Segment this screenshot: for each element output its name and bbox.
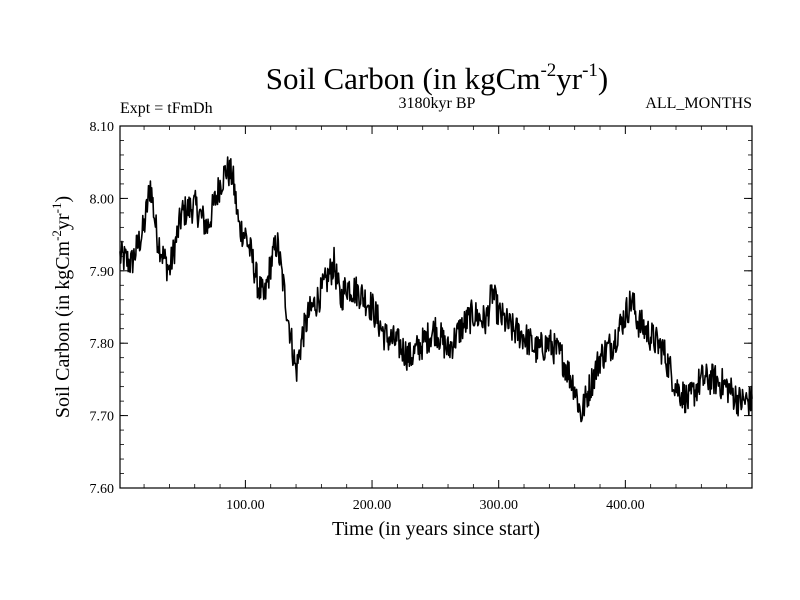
axis-ticks: 7.60 7.70 7.80 7.90 8.00 8.10 100.00 200.00 300.… xyxy=(90,120,752,513)
y-tick-label: 8.10 xyxy=(90,120,115,135)
expt-label: Expt = tFmDh xyxy=(120,100,213,117)
y-tick-label: 7.70 xyxy=(90,410,115,425)
chart-title: Soil Carbon (in kgCm-2yr-1) xyxy=(266,60,609,96)
y-tick-label: 8.00 xyxy=(90,192,115,207)
y-axis-label: Soil Carbon (in kgCm-2yr-1) xyxy=(49,196,74,418)
months-label: ALL_MONTHS xyxy=(645,95,752,112)
x-axis-label: Time (in years since start) xyxy=(332,518,540,540)
y-tick-label: 7.90 xyxy=(90,265,115,280)
x-tick-label: 100.00 xyxy=(226,498,265,513)
period-label: 3180kyr BP xyxy=(399,95,476,112)
y-tick-label: 7.60 xyxy=(90,482,115,497)
x-tick-label: 400.00 xyxy=(606,498,645,513)
series-line-soil-carbon xyxy=(119,156,753,423)
y-tick-label: 7.80 xyxy=(90,337,115,352)
series-layer xyxy=(119,156,753,423)
x-tick-label: 300.00 xyxy=(479,498,518,513)
x-tick-label: 200.00 xyxy=(353,498,392,513)
plot-frame xyxy=(119,125,753,489)
